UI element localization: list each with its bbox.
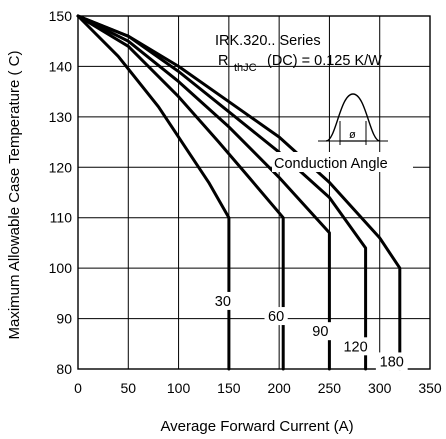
- x-tick-label-100: 100: [167, 380, 191, 396]
- series-label-bg-120: [339, 337, 372, 356]
- y-tick-label-130: 130: [49, 109, 73, 125]
- y-tick-label-80: 80: [56, 361, 72, 377]
- y-tick-labels: 80 90 100 110 120 130 140 150: [49, 8, 73, 377]
- series-label-bg-30: [211, 291, 235, 310]
- series-label-30: 30: [215, 294, 231, 310]
- resistance-subscript: thJC: [234, 62, 257, 74]
- series-label-90: 90: [312, 324, 328, 340]
- x-tick-label-50: 50: [120, 380, 136, 396]
- x-tick-label-150: 150: [217, 380, 241, 396]
- series-line-180: [76, 14, 402, 371]
- conduction-angle-inset: ø: [318, 93, 388, 145]
- x-tick-label-200: 200: [267, 380, 291, 396]
- series-line-90: [76, 14, 331, 371]
- x-tick-labels: 0 50 100 150 200 250 300 350: [74, 380, 442, 396]
- series-label-180: 180: [380, 354, 404, 370]
- y-tick-label-140: 140: [49, 58, 73, 74]
- series-label-bg-60: [264, 307, 288, 326]
- series-labels: 30 60 90 120 180: [211, 291, 408, 371]
- resistance-value: (DC) = 0.125 K/W: [267, 53, 382, 69]
- x-tick-label-0: 0: [74, 380, 82, 396]
- series-curves: [76, 14, 402, 371]
- series-line-60: [76, 14, 285, 371]
- series-label-60: 60: [268, 309, 284, 325]
- y-tick-label-100: 100: [49, 260, 73, 276]
- x-tick-label-350: 350: [418, 380, 442, 396]
- inset-angle-symbol: ø: [349, 129, 356, 141]
- x-tick-label-250: 250: [318, 380, 342, 396]
- x-tick-label-300: 300: [368, 380, 392, 396]
- x-axis-title: Average Forward Current (A): [160, 418, 353, 435]
- plot-frame: [77, 15, 431, 370]
- series-label-bg-180: [375, 352, 408, 371]
- series-label-bg-90: [308, 322, 332, 341]
- y-tick-label-90: 90: [56, 311, 72, 327]
- series-title: IRK.320.. Series: [215, 33, 321, 49]
- resistance-symbol: R: [218, 53, 228, 69]
- sine-half-wave: [325, 93, 381, 142]
- series-label-120: 120: [343, 339, 367, 355]
- series-line-30: [76, 14, 231, 371]
- conduction-label-mask: [272, 152, 413, 172]
- y-tick-label-110: 110: [50, 210, 73, 226]
- y-tick-label-150: 150: [49, 8, 73, 24]
- y-axis-title: Maximum Allowable Case Temperature ( C): [6, 51, 23, 340]
- y-tick-label-120: 120: [49, 159, 73, 175]
- vertical-gridlines: [77, 16, 431, 369]
- conduction-angle-label: Conduction Angle: [274, 156, 388, 172]
